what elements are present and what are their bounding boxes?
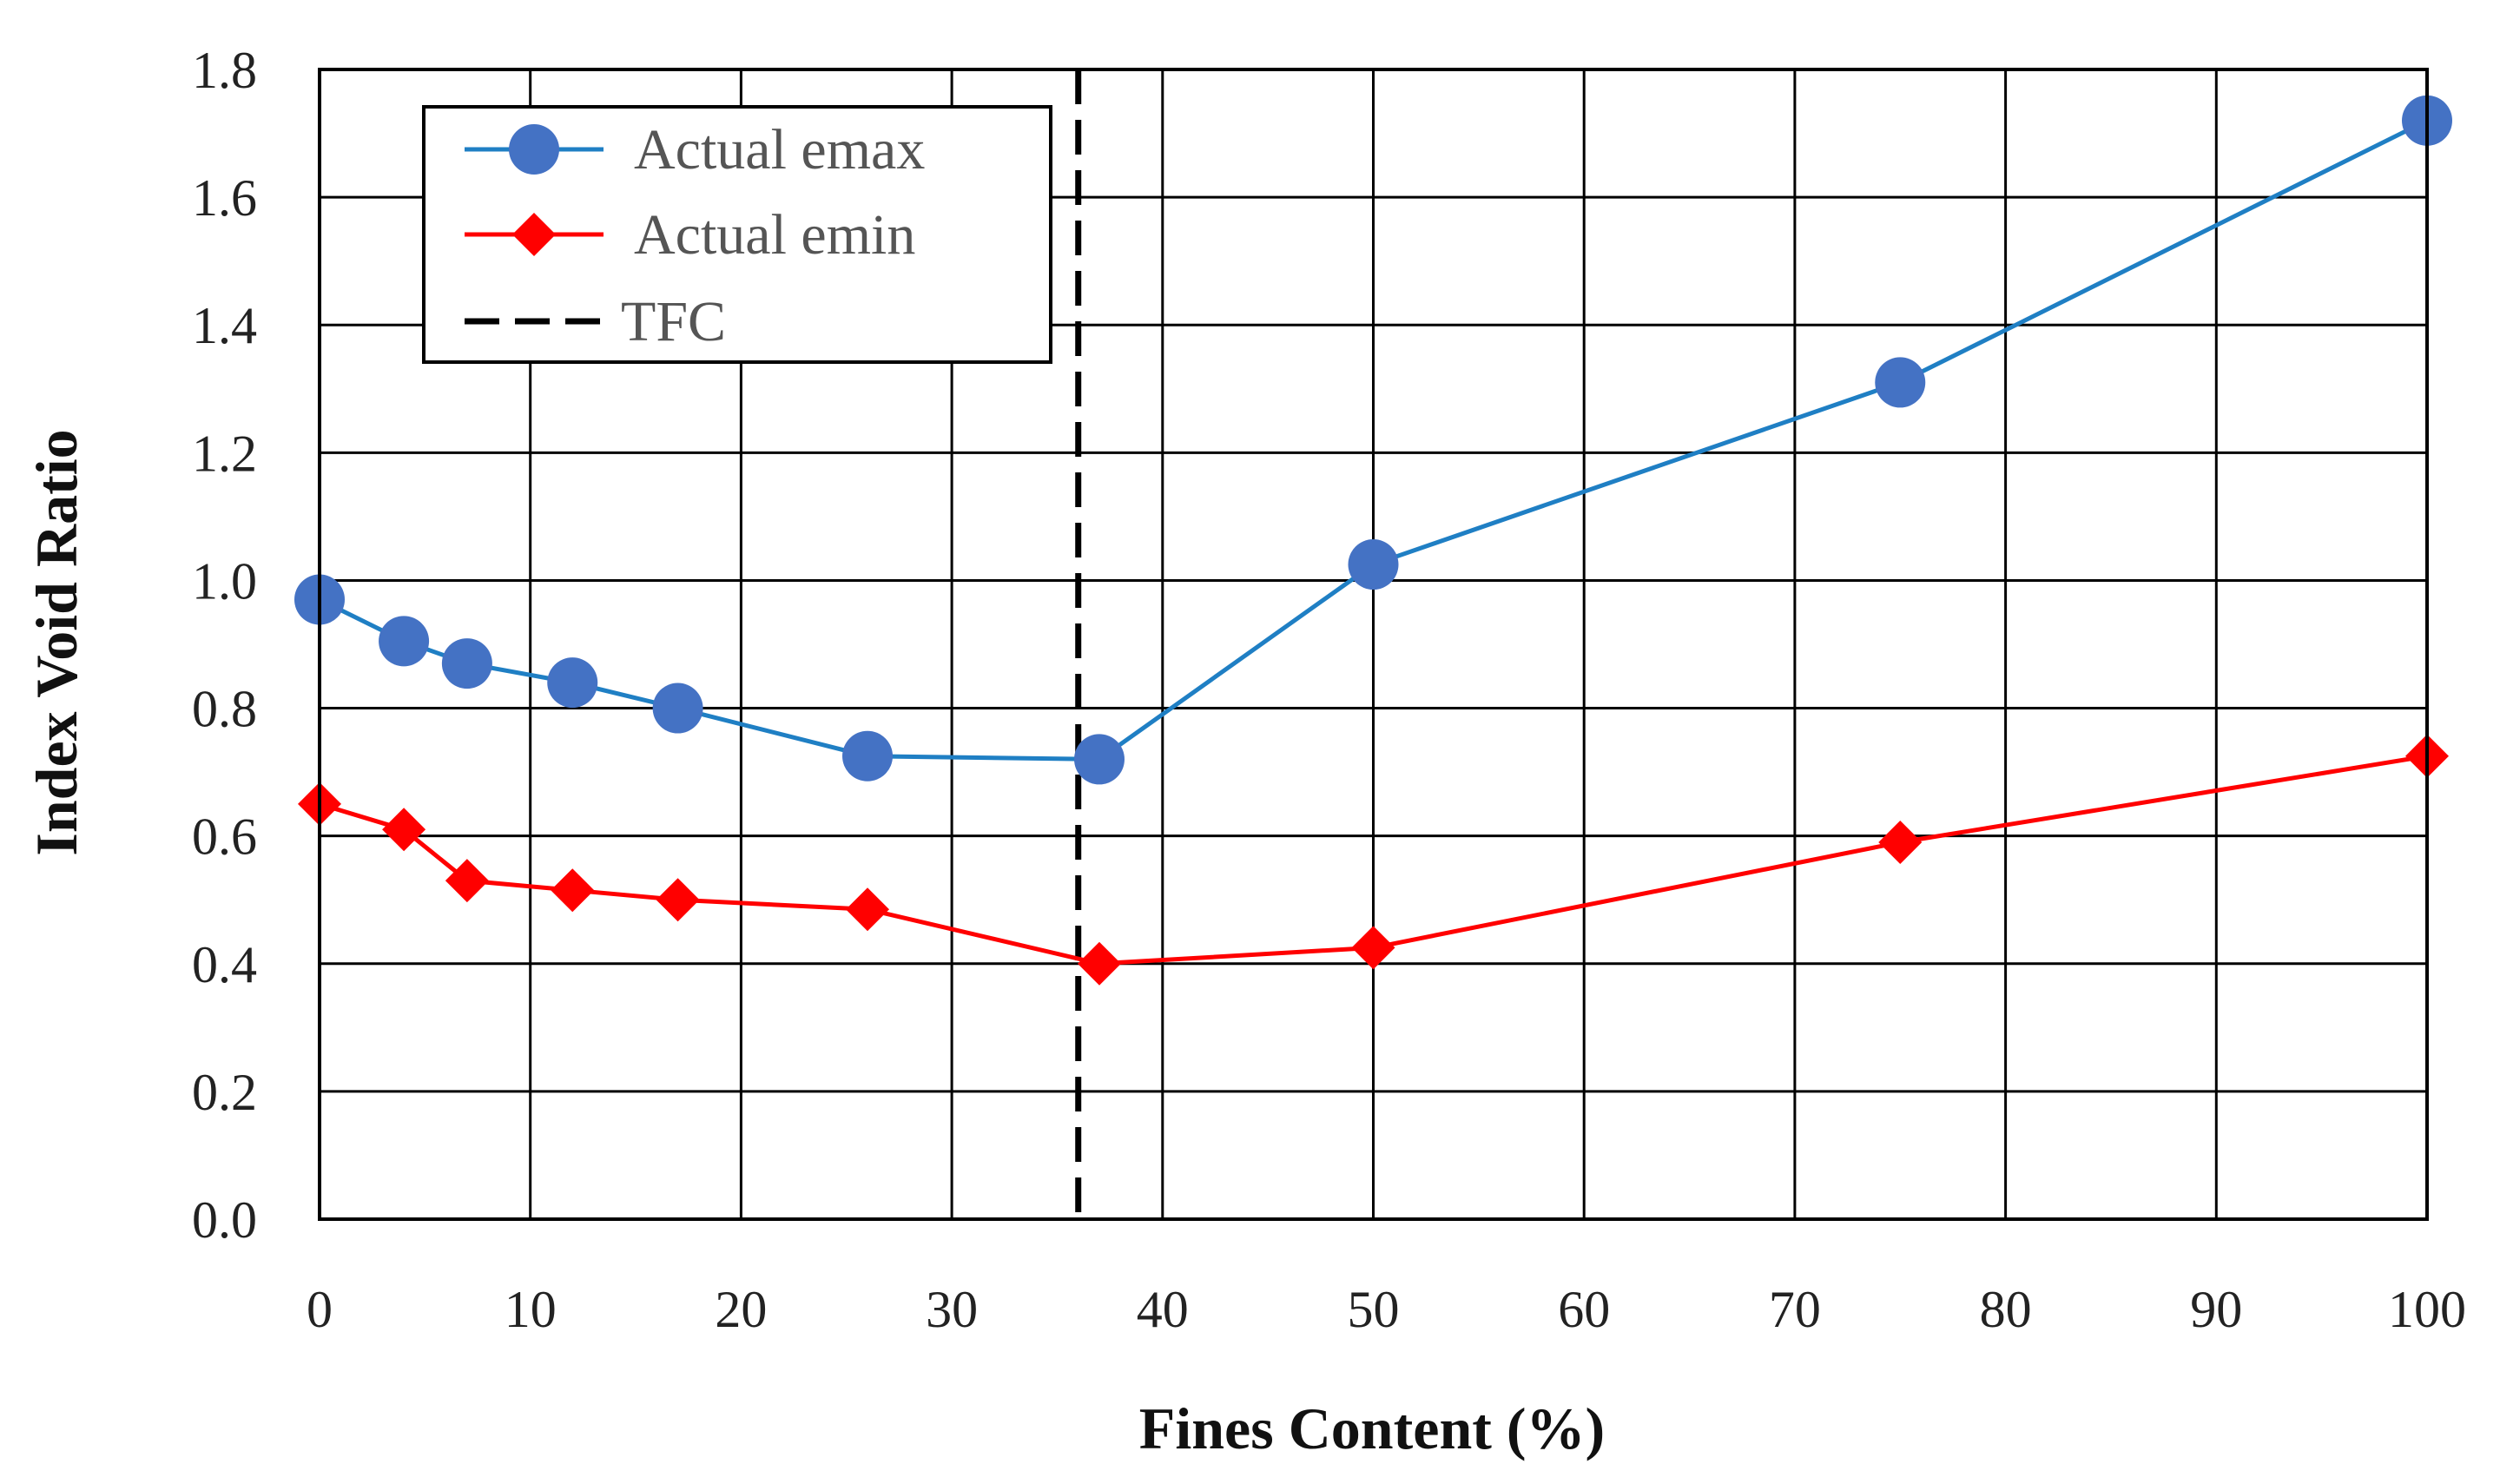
plot-frame: [318, 68, 2429, 1221]
data-point: [1878, 821, 1923, 865]
data-point: [1348, 539, 1399, 590]
series-line: [318, 118, 2429, 762]
legend-label: TFC: [621, 290, 726, 353]
x-tick-labels: 0 10 20 30 40 50 60 70 80 90 100: [307, 1281, 2466, 1338]
y-tick-label: 0.4: [192, 936, 257, 993]
data-point: [1351, 926, 1395, 970]
y-tick-labels: 0.0 0.2 0.4 0.6 0.8 1.0 1.2 1.4 1.6 1.8: [192, 42, 257, 1249]
y-tick-label: 0.8: [192, 681, 257, 738]
data-point: [1875, 357, 1926, 408]
x-tick-label: 60: [1558, 1281, 1610, 1338]
x-tick-label: 20: [715, 1281, 767, 1338]
y-tick-label: 1.8: [192, 42, 257, 99]
legend-item: TFC: [465, 290, 726, 353]
x-tick-label: 90: [2190, 1281, 2242, 1338]
data-point: [842, 730, 894, 782]
x-tick-label: 0: [307, 1281, 333, 1338]
data-point: [382, 808, 426, 852]
data-point: [846, 887, 890, 932]
series-line: [319, 754, 2428, 966]
x-tick-label: 100: [2388, 1281, 2466, 1338]
data-point: [656, 878, 700, 922]
legend-marker: [509, 124, 559, 175]
x-tick-label: 80: [1980, 1281, 2032, 1338]
y-tick-label: 1.0: [192, 552, 257, 610]
y-tick-label: 0.2: [192, 1064, 257, 1121]
data-point: [551, 868, 595, 913]
data-point: [1073, 734, 1125, 785]
y-tick-label: 1.4: [192, 297, 257, 354]
y-axis-title: Index Void Ratio: [23, 429, 89, 855]
x-tick-label: 50: [1348, 1281, 1400, 1338]
data-point: [547, 657, 598, 709]
y-tick-label: 1.6: [192, 169, 257, 227]
x-tick-label: 10: [505, 1281, 557, 1338]
legend-label: Actual emax: [634, 118, 925, 181]
x-tick-label: 40: [1137, 1281, 1189, 1338]
legend-item: Actual emax: [465, 118, 925, 181]
x-axis-title: Fines Content (%): [1139, 1395, 1605, 1461]
y-tick-label: 0.0: [192, 1191, 257, 1249]
legend: Actual emax Actual emin TFC: [422, 105, 1052, 364]
series-emin: [298, 734, 2449, 986]
data-point: [441, 638, 492, 689]
y-tick-label: 0.6: [192, 808, 257, 866]
data-point: [445, 859, 489, 903]
data-point: [652, 683, 703, 734]
legend-label: Actual emin: [634, 203, 915, 267]
legend-marker: [512, 213, 556, 256]
legend-items: Actual emax Actual emin TFC: [465, 118, 925, 353]
y-tick-label: 1.2: [192, 425, 257, 482]
x-tick-label: 30: [926, 1281, 978, 1338]
x-tick-label: 70: [1769, 1281, 1821, 1338]
data-point: [379, 616, 430, 667]
legend-item: Actual emin: [465, 203, 915, 267]
data-point: [1077, 941, 1121, 986]
